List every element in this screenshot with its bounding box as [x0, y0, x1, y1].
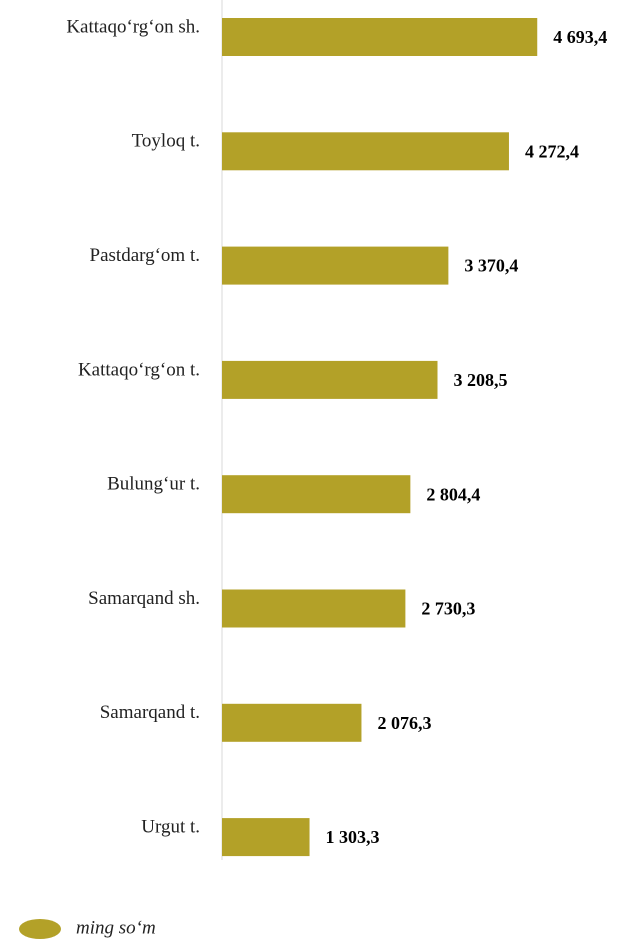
y-tick-label: Pastdarg‘om t. [90, 245, 200, 266]
y-tick-label: Toyloq t. [132, 131, 200, 152]
value-label: 2 076,3 [377, 713, 431, 733]
value-label: 4 272,4 [525, 141, 579, 161]
value-label: 1 303,3 [326, 827, 380, 847]
y-tick-label: Samarqand sh. [88, 588, 200, 609]
bar [222, 246, 449, 285]
bar [222, 589, 406, 628]
y-tick-label: Bulung‘ur t. [107, 474, 200, 495]
value-label: 3 208,5 [454, 370, 508, 390]
legend-swatch [19, 919, 61, 939]
bar [222, 818, 310, 857]
bar [222, 360, 438, 399]
value-label: 3 370,4 [464, 256, 518, 276]
bar [222, 132, 509, 171]
legend-label: ming so‘m [76, 917, 156, 938]
value-label: 4 693,4 [553, 27, 607, 47]
bar [222, 18, 538, 56]
bar [222, 703, 362, 742]
y-tick-label: Kattaqo‘rg‘on sh. [66, 16, 200, 37]
y-tick-label: Urgut t. [141, 816, 200, 837]
y-tick-label: Kattaqo‘rg‘on t. [78, 359, 200, 380]
value-label: 2 730,3 [421, 599, 475, 619]
y-tick-label: Samarqand t. [100, 702, 200, 723]
value-label: 2 804,4 [426, 484, 480, 504]
bar [222, 475, 411, 514]
